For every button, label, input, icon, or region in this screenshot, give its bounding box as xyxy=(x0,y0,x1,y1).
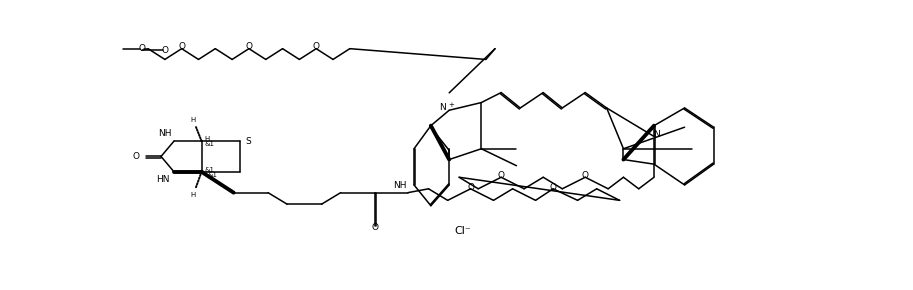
Text: O: O xyxy=(246,42,252,51)
Text: O: O xyxy=(498,171,505,180)
Text: O: O xyxy=(178,42,185,51)
Text: O: O xyxy=(582,171,589,180)
Text: O: O xyxy=(550,183,557,192)
Text: O: O xyxy=(139,44,145,53)
Text: Cl⁻: Cl⁻ xyxy=(455,226,471,236)
Text: H: H xyxy=(191,192,195,198)
Text: H: H xyxy=(205,136,209,142)
Text: +: + xyxy=(448,102,455,108)
Text: &1: &1 xyxy=(205,141,215,147)
Text: S: S xyxy=(245,137,251,146)
Text: NH: NH xyxy=(394,181,407,190)
Text: O: O xyxy=(372,223,379,232)
Text: HN: HN xyxy=(157,175,170,184)
Text: H: H xyxy=(191,117,195,122)
Text: N: N xyxy=(439,103,446,112)
Text: NH: NH xyxy=(158,129,172,138)
Text: O: O xyxy=(312,42,320,51)
Text: O: O xyxy=(467,183,474,192)
Text: N: N xyxy=(653,130,659,139)
Text: O: O xyxy=(162,46,168,55)
Text: &1: &1 xyxy=(205,166,215,173)
Text: O: O xyxy=(132,152,140,161)
Text: &1: &1 xyxy=(207,172,217,178)
